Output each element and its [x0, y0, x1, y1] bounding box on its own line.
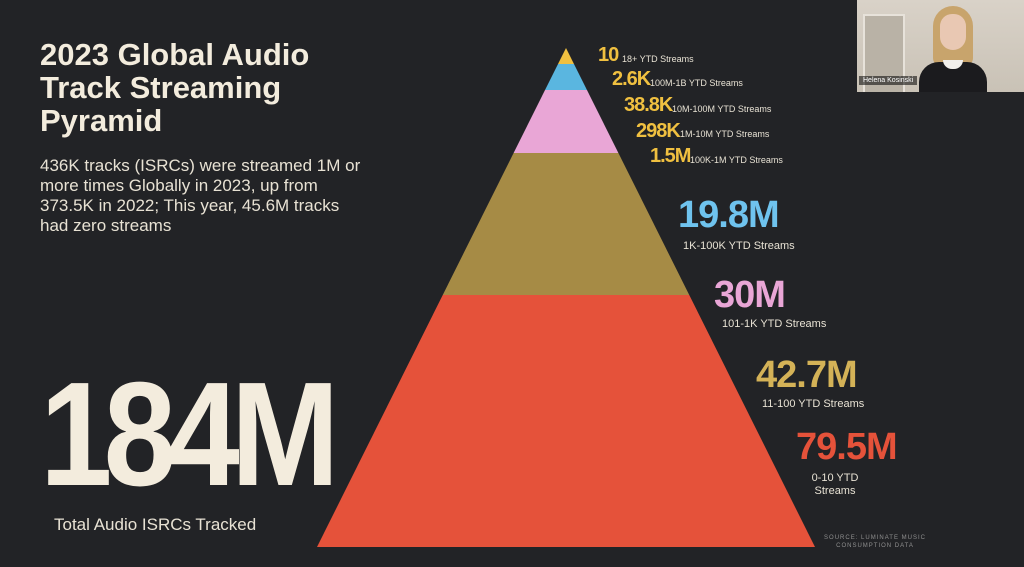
total-isrcs-label: Total Audio ISRCs Tracked [54, 515, 257, 534]
video-feed[interactable]: Helena Kosinski [857, 0, 1024, 92]
tier-value-3: 38.8K [624, 94, 673, 116]
tier-label-6: 1K-100K YTD Streams [683, 240, 795, 252]
total-isrcs-value: 184M [40, 352, 339, 517]
tier-label-7: 101-1K YTD Streams [722, 318, 827, 330]
tier-value-4: 298K [636, 120, 681, 142]
slide-title: 2023 Global Audio Track Streaming Pyrami… [40, 37, 310, 138]
tier-label-5: 100K-1M YTD Streams [690, 155, 783, 165]
pyramid-tier-5 [317, 295, 815, 547]
tier-value-9: 79.5M [796, 426, 898, 468]
tier-value-6: 19.8M [678, 194, 780, 236]
participant-face [940, 14, 966, 50]
tier-label-2: 100M-1B YTD Streams [650, 78, 743, 88]
tier-label-3: 10M-100M YTD Streams [672, 104, 772, 114]
pyramid-tier-2 [545, 64, 587, 90]
tier-label-1: 18+ YTD Streams [622, 54, 694, 64]
tier-value-8: 42.7M [756, 354, 858, 396]
pyramid-tier-4 [442, 153, 690, 295]
tier-value-5: 1.5M [650, 145, 691, 167]
participant-name-tag: Helena Kosinski [859, 76, 918, 85]
pyramid-tier-1 [558, 48, 574, 64]
slide-subtitle: 436K tracks (ISRCs) were streamed 1M or … [40, 156, 361, 235]
pyramid-tier-3 [513, 90, 619, 153]
tier-label-9: 0-10 YTD Streams [811, 472, 859, 497]
source-note: SOURCE: LUMINATE MUSIC CONSUMPTION DATA [824, 535, 926, 549]
tier-value-1: 10 [598, 44, 619, 66]
participant-collar [943, 60, 963, 69]
tier-value-2: 2.6K [612, 68, 651, 90]
tier-value-7: 30M [714, 274, 786, 316]
tier-label-8: 11-100 YTD Streams [762, 398, 865, 410]
tier-label-4: 1M-10M YTD Streams [680, 129, 770, 139]
